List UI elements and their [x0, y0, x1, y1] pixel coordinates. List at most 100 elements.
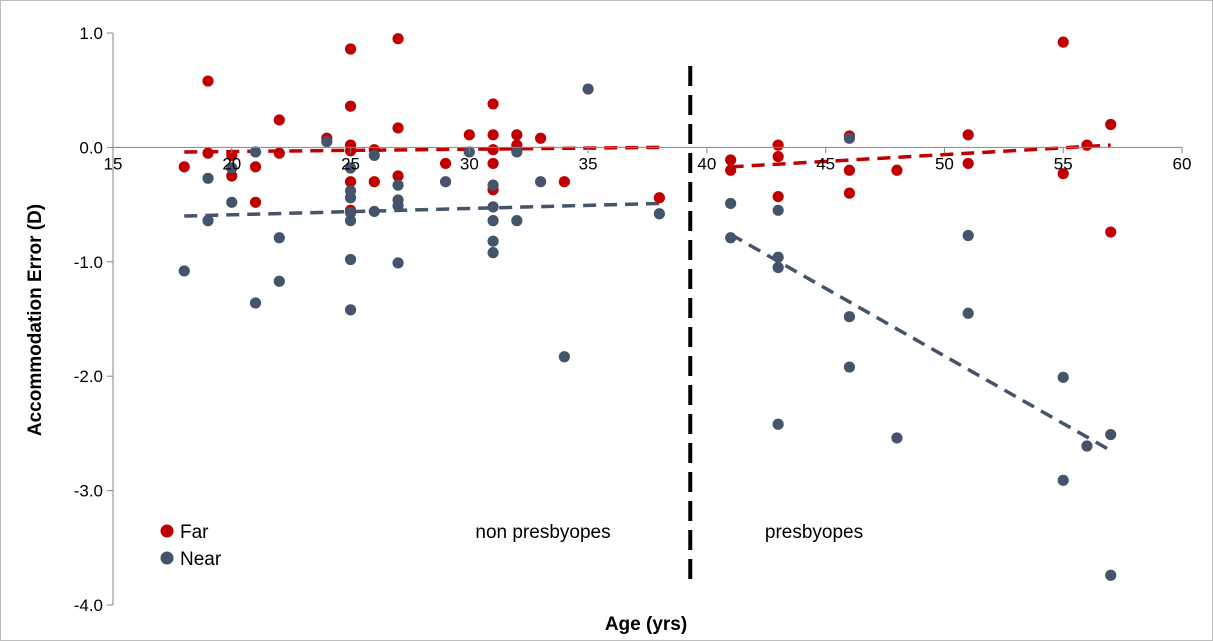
data-point-near — [487, 201, 499, 213]
trend-line-far — [730, 143, 1111, 169]
data-point-near — [344, 192, 357, 204]
data-point-near — [202, 172, 214, 184]
data-point-near — [511, 215, 523, 227]
data-point-far — [962, 157, 974, 170]
data-point-far — [725, 154, 737, 166]
data-point-near — [344, 253, 357, 266]
data-point-far — [463, 129, 475, 141]
data-point-near — [344, 215, 357, 227]
data-point-near — [321, 136, 333, 148]
data-point-near — [772, 261, 784, 274]
data-point-near — [487, 215, 499, 227]
legend-far-label: Far — [180, 522, 209, 543]
x-tick-label: 25 — [341, 154, 360, 173]
data-point-near — [344, 304, 357, 316]
data-point-far — [558, 176, 570, 188]
legend-near-marker — [160, 551, 174, 565]
y-tick-label: -3.0 — [74, 482, 103, 501]
data-point-far — [226, 170, 238, 182]
data-point-near — [772, 251, 784, 263]
data-point-far — [1105, 226, 1117, 238]
data-point-near — [843, 132, 856, 144]
data-point-far — [891, 164, 903, 176]
legend-near-label: Near — [180, 549, 222, 570]
data-point-far — [273, 114, 285, 126]
data-point-near — [1105, 569, 1117, 581]
data-point-near — [344, 207, 357, 219]
annotation-non-presbyopes: non presbyopes — [475, 522, 610, 543]
axes: -4.0 -3.0 -2.0 -1.0 0.0 1.0 15 20 25 30 35 40 45 50 55… — [74, 24, 1192, 615]
data-point-near — [392, 257, 404, 269]
data-point-far — [843, 164, 856, 176]
trend-line-near — [729, 232, 1112, 453]
data-point-near — [891, 432, 903, 444]
y-tick-label: -1.0 — [74, 253, 103, 272]
data-point-near — [653, 208, 665, 220]
y-tick-label: 0.0 — [79, 138, 103, 157]
data-point-far — [344, 176, 357, 188]
x-tick-label: 40 — [697, 154, 716, 173]
data-point-near — [226, 162, 238, 174]
data-point-near — [439, 176, 452, 188]
x-axis-title: Age (yrs) — [605, 614, 687, 635]
data-point-far — [1057, 168, 1069, 180]
data-point-near — [249, 146, 262, 158]
data-point-near — [487, 179, 499, 191]
y-tick-label: -4.0 — [74, 596, 103, 615]
x-tick-label: 45 — [816, 154, 835, 173]
x-tick-label: 30 — [460, 154, 479, 173]
data-point-near — [368, 205, 380, 218]
data-point-far — [1057, 36, 1069, 48]
data-point-near — [1105, 428, 1117, 441]
data-point-far — [202, 147, 214, 159]
data-point-near — [487, 247, 499, 259]
trend-line-far — [184, 145, 660, 154]
data-point-far — [344, 43, 357, 55]
data-point-far — [178, 161, 190, 173]
data-point-near — [178, 265, 190, 277]
data-point-near — [344, 162, 357, 174]
data-point-near — [725, 197, 737, 210]
data-point-near — [1057, 371, 1069, 383]
data-point-far — [202, 75, 214, 87]
data-point-far — [535, 132, 547, 144]
data-point-far — [487, 144, 499, 156]
annotation-presbyopes: presbyopes — [765, 522, 863, 543]
data-point-far — [439, 157, 452, 170]
data-point-near — [392, 179, 404, 191]
data-point-far — [392, 122, 404, 134]
trend-line-near — [184, 201, 660, 218]
data-point-far — [249, 196, 262, 208]
y-tick-label: -2.0 — [74, 367, 103, 386]
data-point-far — [392, 33, 404, 45]
data-point-near — [273, 275, 285, 287]
data-point-near — [226, 196, 238, 208]
data-point-far — [772, 139, 784, 151]
data-point-near — [962, 307, 974, 319]
data-point-near — [582, 83, 594, 95]
data-point-far — [725, 164, 737, 176]
legend-far-marker — [160, 524, 174, 538]
data-point-far — [487, 129, 499, 141]
data-point-far — [1081, 139, 1093, 151]
data-point-near — [772, 418, 784, 430]
data-point-near — [843, 361, 856, 373]
x-tick-label: 20 — [222, 154, 241, 173]
data-point-far — [487, 157, 499, 170]
x-tick-label: 15 — [104, 154, 123, 173]
trend-lines — [184, 143, 1112, 453]
data-point-far — [653, 192, 665, 204]
data-point-far — [226, 149, 238, 162]
data-point-near — [249, 297, 262, 309]
data-point-near — [368, 149, 380, 162]
data-point-near — [962, 229, 974, 242]
data-point-near — [843, 311, 856, 323]
y-tick-label: 1.0 — [79, 24, 103, 43]
y-axis-title: Accommodation Error (D) — [25, 204, 46, 436]
data-point-far — [962, 129, 974, 141]
data-point-far — [511, 129, 523, 141]
x-tick-label: 35 — [579, 154, 598, 173]
data-point-far — [772, 150, 784, 163]
